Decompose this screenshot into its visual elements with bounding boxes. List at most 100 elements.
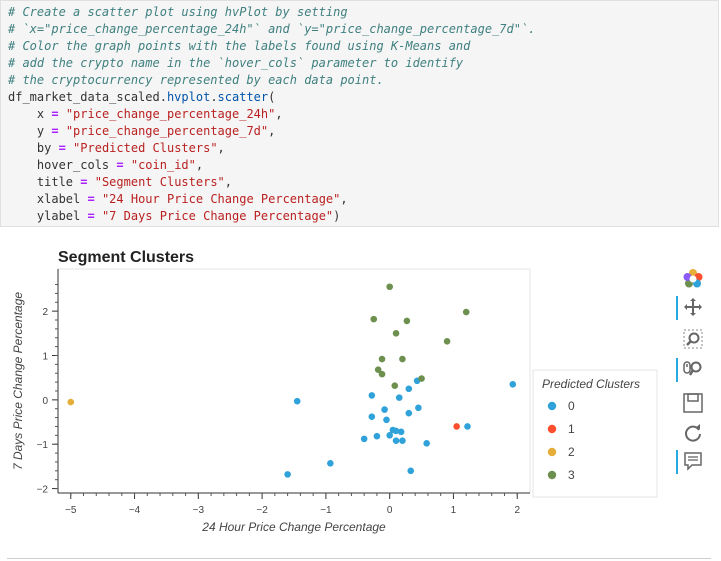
data-point-cluster-0 bbox=[415, 404, 422, 412]
code-token: "Segment Clusters" bbox=[94, 175, 225, 189]
legend-marker-1 bbox=[547, 424, 557, 434]
code-line: title = "Segment Clusters", bbox=[8, 174, 718, 191]
code-token: ylabel bbox=[8, 209, 88, 223]
x-tick-label: 1 bbox=[451, 505, 457, 516]
x-axis-label: 24 Hour Price Change Percentage bbox=[201, 520, 386, 534]
legend-marker-2 bbox=[547, 447, 557, 457]
data-point-cluster-3 bbox=[386, 283, 393, 291]
code-token: by bbox=[8, 141, 59, 155]
code-editor[interactable]: # Create a scatter plot using hvPlot by … bbox=[1, 1, 718, 225]
code-line: ylabel = "7 Days Price Change Percentage… bbox=[8, 208, 718, 225]
data-point-cluster-3 bbox=[370, 315, 378, 323]
code-token bbox=[95, 209, 102, 223]
data-point-cluster-0 bbox=[464, 423, 471, 430]
y-tick-label: 1 bbox=[42, 351, 48, 362]
data-point-cluster-0 bbox=[368, 392, 376, 399]
x-tick-label: −3 bbox=[193, 505, 205, 516]
data-point-cluster-0 bbox=[327, 459, 334, 467]
legend-marker-3 bbox=[547, 470, 557, 480]
code-token: = bbox=[80, 175, 88, 189]
code-token: , bbox=[217, 141, 225, 155]
reset-tool-button[interactable] bbox=[676, 420, 706, 446]
code-token: y bbox=[8, 124, 52, 138]
wheel-zoom-tool-button[interactable] bbox=[676, 356, 706, 382]
y-tick-label: −1 bbox=[37, 440, 49, 451]
data-point-cluster-0 bbox=[381, 406, 388, 413]
code-line: xlabel = "24 Hour Price Change Percentag… bbox=[8, 191, 718, 208]
code-line: hover_cols = "coin_id", bbox=[8, 157, 718, 174]
code-token: ) bbox=[333, 209, 341, 223]
data-point-cluster-0 bbox=[405, 385, 413, 393]
code-line: y = "price_change_percentage_7d", bbox=[8, 123, 718, 140]
data-point-cluster-0 bbox=[397, 428, 405, 436]
code-token: = bbox=[87, 192, 95, 206]
code-token: , bbox=[224, 175, 232, 189]
wheel-zoom-icon bbox=[683, 361, 702, 376]
code-token: = bbox=[116, 158, 124, 172]
code-line: # Create a scatter plot using hvPlot by … bbox=[8, 4, 718, 21]
x-tick-label: −5 bbox=[65, 505, 77, 516]
code-token: = bbox=[87, 209, 95, 223]
data-point-cluster-3 bbox=[403, 317, 411, 325]
code-token bbox=[66, 141, 73, 155]
code-token: "Predicted Clusters" bbox=[73, 141, 218, 155]
legend-marker-0 bbox=[547, 401, 557, 411]
y-tick-label: 2 bbox=[42, 307, 48, 318]
data-point-cluster-0 bbox=[395, 394, 403, 401]
code-token: = bbox=[51, 107, 59, 121]
x-tick-label: 2 bbox=[514, 505, 520, 516]
data-point-cluster-0 bbox=[392, 427, 400, 435]
plot-area bbox=[57, 268, 531, 494]
code-token bbox=[59, 107, 66, 121]
pan-icon bbox=[684, 298, 702, 316]
y-tick-label: 0 bbox=[42, 396, 48, 407]
x-tick-label: 0 bbox=[387, 505, 393, 516]
code-cell[interactable]: # Create a scatter plot using hvPlot by … bbox=[0, 0, 719, 227]
hover-icon bbox=[684, 452, 702, 471]
data-point-cluster-1 bbox=[453, 423, 460, 430]
code-token: # the cryptocurrency represented by each… bbox=[8, 73, 384, 87]
code-line: # Color the graph points with the labels… bbox=[8, 38, 718, 55]
code-token: = bbox=[58, 141, 66, 155]
data-point-cluster-3 bbox=[443, 338, 451, 345]
scatter-chart: Segment Clusters −5 −4 −3 −2 −1 0 1 2 −2 −1 0 1 2 24 H… bbox=[11, 249, 658, 534]
x-tick-label: −4 bbox=[129, 505, 141, 516]
code-token bbox=[124, 158, 131, 172]
code-token bbox=[87, 175, 94, 189]
pan-tool-button[interactable] bbox=[676, 294, 706, 320]
data-point-cluster-0 bbox=[405, 409, 413, 417]
code-token: # `x="price_change_percentage_24h"` and … bbox=[8, 22, 536, 36]
code-token: df_market_data_scaled. bbox=[8, 90, 167, 104]
code-token: , bbox=[195, 158, 204, 172]
y-tick-label: −2 bbox=[37, 485, 49, 496]
chart-title: Segment Clusters bbox=[58, 249, 194, 266]
code-token: title bbox=[8, 175, 81, 189]
legend-label: 1 bbox=[568, 422, 575, 436]
code-line: by = "Predicted Clusters", bbox=[8, 140, 718, 157]
data-point-cluster-3 bbox=[391, 382, 399, 389]
y-axis-label: 7 Days Price Change Percentage bbox=[11, 292, 25, 470]
code-line: df_market_data_scaled.hvplot.scatter( bbox=[8, 89, 718, 106]
data-point-cluster-0 bbox=[383, 416, 390, 424]
data-point-cluster-0 bbox=[368, 413, 376, 421]
box-zoom-tool-button[interactable] bbox=[676, 326, 706, 352]
code-token: , bbox=[340, 192, 348, 206]
code-token: ( bbox=[268, 90, 276, 104]
save-tool-button[interactable] bbox=[676, 390, 706, 416]
data-point-cluster-3 bbox=[392, 330, 400, 337]
code-line: # `x="price_change_percentage_24h"` and … bbox=[8, 21, 718, 38]
data-point-cluster-3 bbox=[374, 366, 382, 373]
data-point-cluster-2 bbox=[67, 398, 75, 406]
data-point-cluster-0 bbox=[373, 432, 381, 440]
data-point-cluster-3 bbox=[399, 355, 406, 363]
reset-icon bbox=[685, 424, 701, 442]
code-line: # add the crypto name in the `hover_cols… bbox=[8, 55, 718, 72]
box-zoom-icon bbox=[683, 329, 703, 349]
code-token: , bbox=[268, 124, 276, 138]
x-tick-label: −1 bbox=[320, 505, 332, 516]
code-line: # the cryptocurrency represented by each… bbox=[8, 72, 718, 89]
code-token: , bbox=[275, 107, 283, 121]
code-token: # Color the graph points with the labels… bbox=[8, 39, 471, 53]
code-token: scatter bbox=[217, 90, 269, 104]
hover-tool-button[interactable] bbox=[676, 448, 706, 474]
